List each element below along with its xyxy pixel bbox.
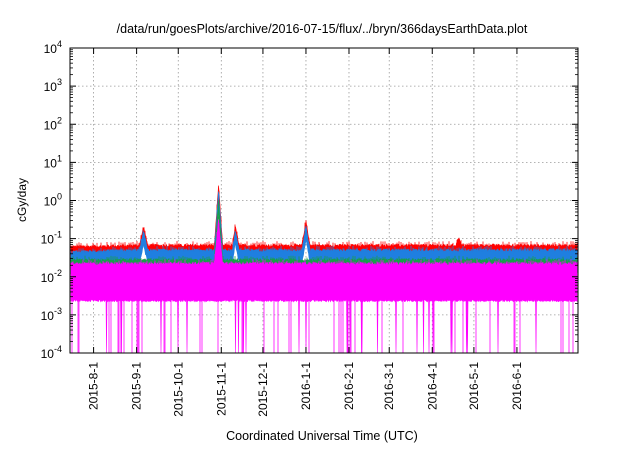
y-tick-exponent: -3 bbox=[54, 306, 62, 316]
y-tick-exponent: 2 bbox=[57, 115, 62, 125]
series-layer bbox=[70, 185, 578, 354]
series-4 bbox=[70, 219, 578, 354]
y-tick-exponent: 3 bbox=[57, 77, 62, 87]
series-band bbox=[70, 191, 578, 267]
y-tick-base: 10 bbox=[41, 271, 55, 285]
y-tick-base: 10 bbox=[41, 233, 55, 247]
y-tick-base: 10 bbox=[41, 309, 55, 323]
y-tick-label: 103 bbox=[44, 77, 62, 94]
y-tick-label: 10-4 bbox=[41, 344, 62, 361]
x-tick-label: 2015-12-1 bbox=[256, 362, 270, 417]
chart-title: /data/run/goesPlots/archive/2016-07-15/f… bbox=[117, 22, 528, 36]
x-tick-label: 2015-11-1 bbox=[214, 362, 228, 416]
y-tick-base: 10 bbox=[44, 118, 58, 132]
y-tick-exponent: 4 bbox=[57, 39, 62, 49]
x-tick-label: 2016-4-1 bbox=[425, 362, 439, 410]
x-tick-label: 2015-8-1 bbox=[87, 362, 101, 410]
x-tick-label: 2016-2-1 bbox=[342, 362, 356, 410]
y-tick-base: 10 bbox=[44, 195, 58, 209]
y-tick-exponent: -4 bbox=[54, 344, 62, 354]
x-tick-label: 2015-9-1 bbox=[130, 362, 144, 410]
y-tick-label: 102 bbox=[44, 115, 62, 132]
series-band bbox=[70, 219, 578, 354]
y-tick-exponent: -1 bbox=[54, 230, 62, 240]
series-2 bbox=[70, 191, 578, 267]
y-tick-exponent: 1 bbox=[57, 153, 62, 163]
y-tick-label: 10-3 bbox=[41, 306, 62, 323]
x-tick-label: 2016-6-1 bbox=[510, 362, 524, 410]
y-tick-exponent: 0 bbox=[57, 192, 62, 202]
y-tick-base: 10 bbox=[44, 80, 58, 94]
x-tick-label: 2016-3-1 bbox=[382, 362, 396, 410]
x-tick-label: 2016-5-1 bbox=[467, 362, 481, 410]
y-tick-label: 100 bbox=[44, 192, 62, 209]
x-tick-label: 2015-10-1 bbox=[171, 362, 185, 417]
y-tick-base: 10 bbox=[44, 42, 58, 56]
y-tick-base: 10 bbox=[44, 156, 58, 170]
x-tick-labels: 2015-8-1 2015-9-1 2015-10-1 2015-11-1 2015-1… bbox=[87, 362, 524, 417]
ticks bbox=[70, 47, 578, 354]
y-tick-exponent: -2 bbox=[54, 268, 62, 278]
grid bbox=[70, 48, 578, 353]
y-tick-base: 10 bbox=[41, 347, 55, 361]
x-axis-label: Coordinated Universal Time (UTC) bbox=[226, 429, 418, 443]
y-tick-label: 101 bbox=[44, 153, 62, 170]
y-axis-label: cGy/day bbox=[15, 178, 29, 222]
y-tick-label: 10-1 bbox=[41, 230, 62, 247]
y-tick-label: 104 bbox=[44, 39, 62, 56]
y-tick-label: 10-2 bbox=[41, 268, 62, 285]
x-tick-label: 2016-1-1 bbox=[299, 362, 313, 410]
